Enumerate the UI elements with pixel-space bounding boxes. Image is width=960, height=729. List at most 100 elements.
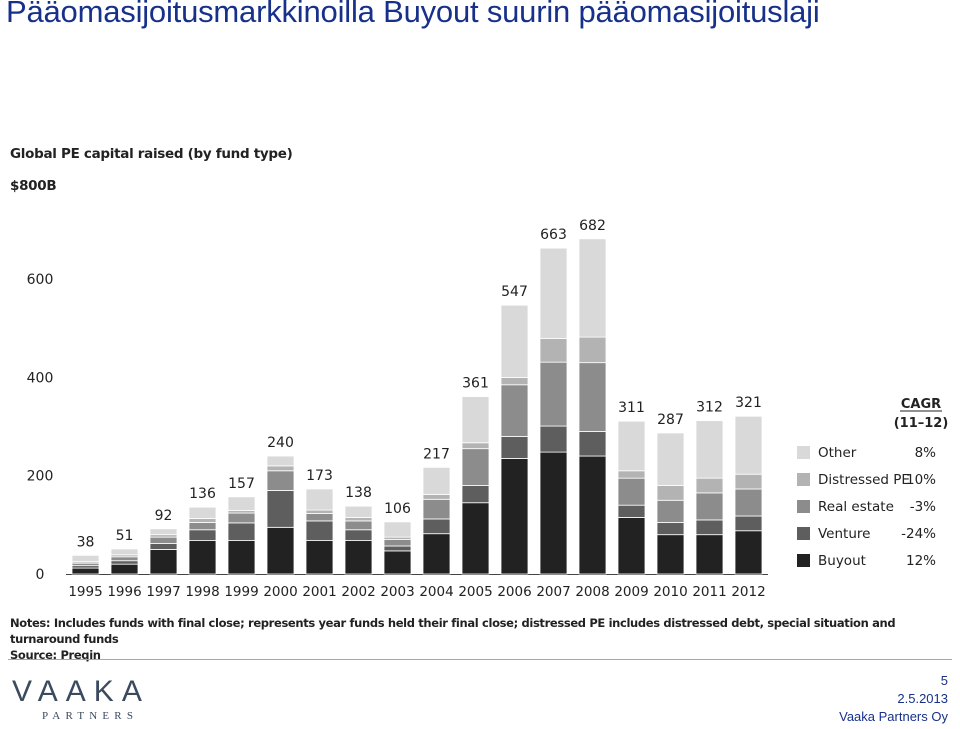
chart-title: Global PE capital raised (by fund type) xyxy=(10,146,293,162)
bar-segment-buyout xyxy=(383,550,412,575)
bar-segment-other xyxy=(149,528,178,536)
legend-label: Venture xyxy=(818,526,870,542)
bar-segment-other xyxy=(188,506,217,519)
bar-segment-real-estate xyxy=(656,499,685,523)
bar-segment-real-estate xyxy=(149,536,178,544)
bar-total-label: 321 xyxy=(735,395,762,411)
bar-total-label: 682 xyxy=(579,218,606,234)
bar-segment-buyout xyxy=(110,563,139,575)
slide-title: Pääomasijoitusmarkkinoilla Buyout suurin… xyxy=(6,0,820,29)
legend-cagr-value: -24% xyxy=(901,526,936,542)
bar-total-label: 547 xyxy=(501,284,528,300)
bar-segment-buyout xyxy=(149,549,178,575)
bar-total-label: 217 xyxy=(423,446,450,462)
bar-segment-buyout xyxy=(695,534,724,575)
bar-segment-other xyxy=(344,505,373,518)
x-tick-label: 2005 xyxy=(458,584,492,600)
source-text: Source: Preqin xyxy=(10,648,101,662)
bar-segment-other xyxy=(227,496,256,511)
x-tick-label: 2012 xyxy=(731,584,765,600)
bar-segment-other xyxy=(734,415,763,475)
footer-date: 2.5.2013 xyxy=(897,691,948,706)
bar-total-label: 38 xyxy=(77,534,95,550)
bar-segment-other xyxy=(305,488,334,511)
vaaka-logo: VAAKA PARTNERS xyxy=(12,677,150,723)
x-tick-label: 2002 xyxy=(341,584,375,600)
bar-segment-venture xyxy=(578,431,607,457)
bar-segment-real-estate xyxy=(422,498,451,520)
x-tick-label: 2007 xyxy=(536,584,570,600)
y-tick-label: 600 xyxy=(27,272,54,288)
bar-segment-distressed-pe xyxy=(734,473,763,490)
logo-subtitle: PARTNERS xyxy=(42,710,139,722)
x-tick-label: 1997 xyxy=(146,584,180,600)
bar-total-label: 106 xyxy=(384,501,411,517)
x-tick-label: 1995 xyxy=(68,584,102,600)
bar-segment-real-estate xyxy=(461,448,490,486)
x-tick-label: 2011 xyxy=(692,584,726,600)
x-tick-label: 2004 xyxy=(419,584,453,600)
legend-cagr-value: 8% xyxy=(915,445,937,461)
bar-segment-buyout xyxy=(422,533,451,575)
bar-segment-real-estate xyxy=(188,521,217,531)
bar-total-label: 311 xyxy=(618,400,645,416)
bar-total-label: 157 xyxy=(228,476,255,492)
bar-segment-distressed-pe xyxy=(344,517,373,522)
bar-segment-other xyxy=(71,554,100,563)
bar-segment-venture xyxy=(695,519,724,536)
bar-segment-buyout xyxy=(578,455,607,575)
bar-segment-venture xyxy=(539,425,568,453)
bar-segment-buyout xyxy=(500,458,529,575)
bar-segment-real-estate xyxy=(500,384,529,437)
x-tick-label: 2001 xyxy=(302,584,336,600)
bar-total-label: 173 xyxy=(306,468,333,484)
bar-segment-distressed-pe xyxy=(422,493,451,500)
bar-segment-distressed-pe xyxy=(656,485,685,501)
legend-swatch xyxy=(797,527,810,540)
legend-label: Buyout xyxy=(818,553,866,569)
legend-cagr-value: 12% xyxy=(906,553,936,569)
x-tick-label: 2006 xyxy=(497,584,531,600)
bar-segment-venture xyxy=(500,435,529,459)
bar-segment-distressed-pe xyxy=(695,477,724,494)
bar-segment-real-estate xyxy=(227,512,256,524)
page-number: 5 xyxy=(940,673,948,688)
legend-cagr-value: -3% xyxy=(910,499,936,515)
bar-segment-buyout xyxy=(461,502,490,575)
bar-segment-distressed-pe xyxy=(539,338,568,363)
bar-segment-distressed-pe xyxy=(188,518,217,523)
legend-swatch xyxy=(797,446,810,459)
bar-total-label: 136 xyxy=(189,486,216,502)
bar-segment-distressed-pe xyxy=(578,336,607,364)
bar-segment-venture xyxy=(305,520,334,541)
bar-segment-other xyxy=(110,548,139,556)
bar-segment-other xyxy=(578,238,607,338)
footer-divider xyxy=(8,659,952,660)
bar-segment-buyout xyxy=(617,517,646,575)
bar-segment-real-estate xyxy=(734,488,763,517)
x-tick-label: 2008 xyxy=(575,584,609,600)
footer-info: 5 2.5.2013 Vaaka Partners Oy xyxy=(839,672,948,726)
bar-total-label: 312 xyxy=(696,400,723,416)
bar-total-label: 663 xyxy=(540,227,567,243)
x-tick-label: 2003 xyxy=(380,584,414,600)
y-axis-unit-label: $800B xyxy=(10,178,57,194)
bar-segment-real-estate xyxy=(305,513,334,522)
bar-segment-other xyxy=(266,455,295,467)
bar-segment-venture xyxy=(461,485,490,504)
bar-segment-buyout xyxy=(188,540,217,575)
bar-segment-buyout xyxy=(305,540,334,575)
bar-segment-other xyxy=(617,420,646,472)
legend-label: Other xyxy=(818,445,857,461)
bar-segment-venture xyxy=(656,521,685,536)
legend-cagr-value: 10% xyxy=(906,472,936,488)
notes-text: Notes: Includes funds with final close; … xyxy=(10,616,896,646)
bar-segment-other xyxy=(461,396,490,444)
y-tick-label: 200 xyxy=(27,469,54,485)
bar-total-label: 138 xyxy=(345,485,372,501)
legend-label: Distressed PE xyxy=(818,472,910,488)
legend-swatch xyxy=(797,473,810,486)
x-tick-label: 2009 xyxy=(614,584,648,600)
bar-segment-buyout xyxy=(656,534,685,575)
bar-segment-buyout xyxy=(227,540,256,575)
